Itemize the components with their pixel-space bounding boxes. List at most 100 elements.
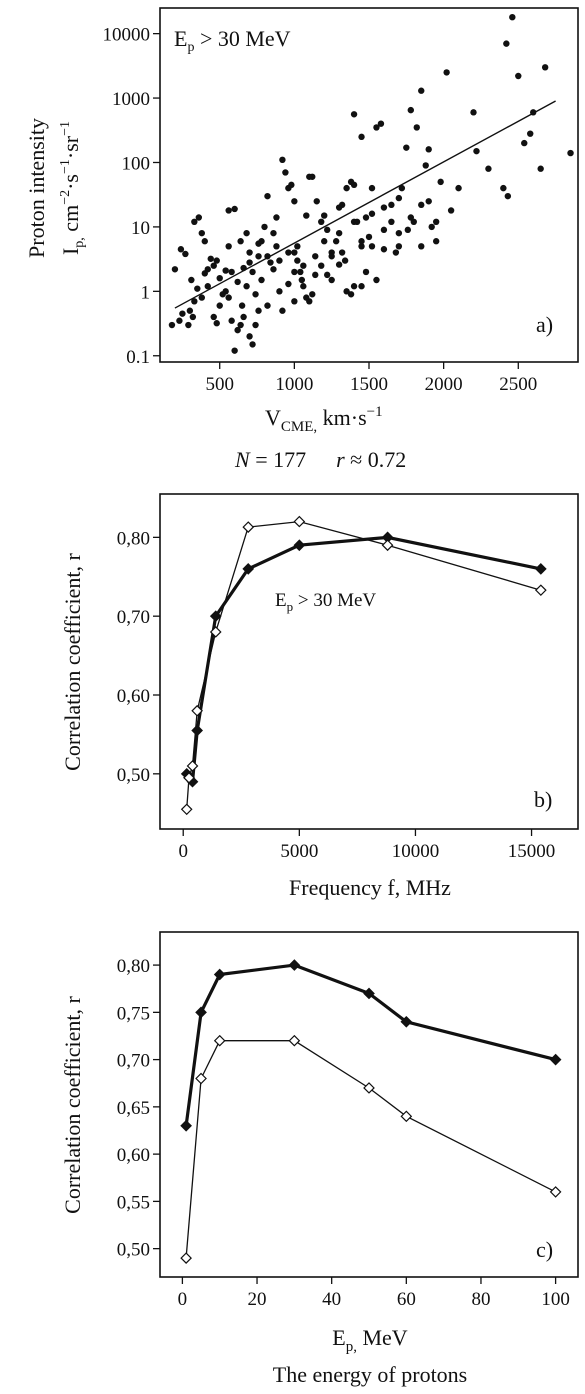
scatter-point (335, 261, 343, 268)
scatter-point (358, 238, 365, 245)
scatter-point (188, 276, 195, 284)
x-axis-label-b: Frequency f, MHz (289, 875, 451, 900)
panel-label-b: b) (534, 787, 552, 812)
scatter-point (300, 283, 307, 290)
filled-diamond-marker (288, 959, 301, 971)
scatter-point (447, 207, 455, 214)
scatter-point (407, 106, 414, 114)
scatter-point (228, 268, 235, 276)
open-diamond-marker (293, 515, 306, 528)
y-tick-label: 0,80 (117, 956, 150, 977)
scatter-point (291, 268, 298, 276)
scatter-point (294, 257, 301, 264)
scatter-point (249, 268, 256, 276)
scatter-point (216, 302, 223, 309)
scatter-point (398, 184, 406, 192)
scatter-point (362, 214, 370, 221)
x-tick-label: 500 (205, 374, 234, 395)
scatter-point (225, 207, 232, 214)
scatter-point (425, 146, 432, 153)
scatter-point (515, 72, 522, 80)
filled-diamond-marker (293, 539, 306, 552)
y-axis-label-c: Correlation coefficient, r (60, 995, 85, 1213)
scatter-point (418, 87, 425, 94)
x-tick-label: 15000 (508, 841, 556, 862)
scatter-point (312, 253, 319, 260)
open-diamond-marker (183, 771, 195, 784)
scatter-point (388, 218, 395, 226)
open-diamond-marker (180, 1252, 192, 1264)
scatter-point (258, 276, 265, 284)
scatter-point (237, 238, 244, 245)
series-b (180, 515, 547, 816)
open-diamond-marker (400, 1110, 413, 1123)
series-line-open (186, 520, 541, 810)
y-tick-label: 0,60 (117, 686, 150, 707)
scatter-point (365, 233, 373, 241)
y-tick-label: 0,75 (117, 1003, 150, 1024)
scatter-point (249, 341, 256, 348)
scatter-point (324, 226, 331, 234)
scatter-points (168, 13, 574, 354)
scatter-point (243, 283, 250, 290)
scatter-point (395, 229, 403, 237)
open-diamond-marker (186, 760, 199, 772)
scatter-point (500, 184, 507, 192)
scatter-point (276, 257, 283, 264)
scatter-point (231, 347, 238, 354)
scatter-point (255, 307, 262, 314)
scatter-point (425, 198, 432, 205)
open-diamond-marker (180, 803, 193, 816)
scatter-point (182, 250, 189, 258)
scatter-point (228, 317, 235, 324)
scatter-point (300, 262, 307, 269)
x-tick-label: 5000 (280, 841, 318, 862)
y-tick-label: 0,50 (117, 765, 150, 786)
scatter-point (321, 212, 328, 219)
scatter-point (273, 214, 280, 221)
series-line-open (185, 1040, 556, 1259)
series-c (180, 959, 562, 1264)
scatter-point (350, 181, 358, 189)
axis-ticks-a: 500 1000 1500 2000 2500 0.1 1 10 100 1000 10000 (103, 25, 538, 395)
scatter-point (395, 243, 403, 250)
scatter-point (347, 291, 355, 298)
filled-diamond-marker (363, 987, 375, 1000)
scatter-point (291, 249, 298, 256)
axis-ticks-b: 0 5000 10000 15000 0,50 0,60 0,70 0,80 (117, 528, 556, 862)
open-diamond-marker (195, 1072, 207, 1085)
scatter-point (335, 229, 343, 237)
scatter-point (537, 165, 544, 172)
scatter-point (246, 249, 253, 256)
panel-label-c: c) (536, 1237, 553, 1262)
scatter-point (264, 302, 271, 309)
scatter-point (432, 238, 440, 245)
stats-label: N = 177 r ≈ 0.72 (234, 447, 406, 472)
scatter-point (234, 326, 241, 334)
scatter-point (213, 320, 220, 327)
panel-b: 0 5000 10000 15000 0,50 0,60 0,70 0,80 Ep > 30 … (60, 493, 579, 900)
scatter-point (204, 283, 211, 290)
scatter-point (428, 223, 435, 231)
x-tick-label: 60 (397, 1289, 416, 1310)
scatter-point (388, 201, 395, 209)
scatter-point (252, 321, 259, 329)
scatter-point (343, 184, 350, 192)
open-diamond-marker (534, 584, 547, 597)
panel-c: 0 20 40 60 80 100 0,50 0,55 0,60 0,65 0,70 0,75 0,80… (60, 931, 579, 1387)
scatter-point (368, 184, 376, 192)
y-tick-label: 0,55 (117, 1192, 150, 1213)
y-tick-label: 0,70 (117, 1051, 150, 1072)
scatter-point (210, 262, 217, 269)
scatter-point (324, 271, 331, 279)
scatter-point (443, 69, 450, 76)
scatter-point (288, 181, 295, 189)
scatter-point (189, 313, 197, 321)
scatter-point (297, 268, 304, 276)
scatter-point (413, 124, 420, 131)
open-diamond-marker (363, 1082, 375, 1094)
scatter-point (222, 267, 229, 274)
scatter-point (234, 278, 241, 286)
scatter-point (404, 226, 412, 234)
